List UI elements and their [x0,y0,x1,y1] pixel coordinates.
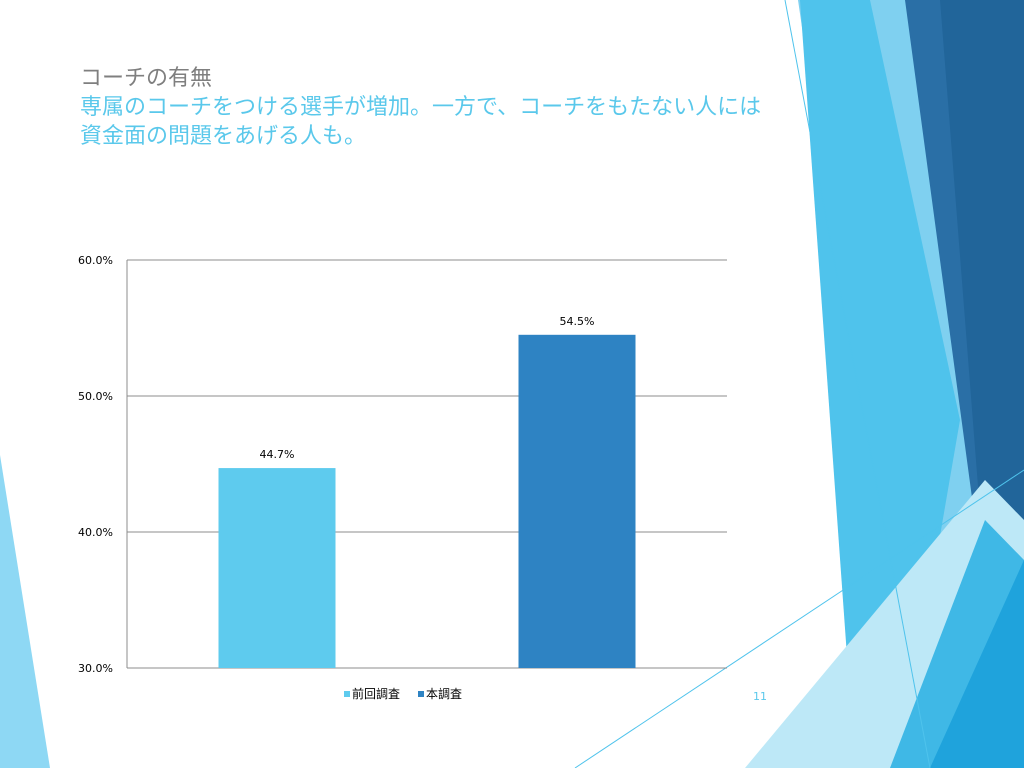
thin-line-decoration [574,469,1024,768]
left-triangle-decoration [0,455,50,768]
data-label: 44.7% [260,448,295,461]
y-tick-label: 40.0% [78,526,113,539]
legend-swatch [418,691,424,697]
thin-line-decoration [784,0,931,768]
bar-1 [218,468,336,668]
legend-swatch [344,691,350,697]
slide-title: コーチの有無 専属のコーチをつける選手が増加。一方で、コーチをもたない人には資金… [80,64,780,151]
y-tick-label: 30.0% [78,662,113,675]
bottom-bright-triangle [930,560,1024,768]
page-number: 11 [753,690,767,703]
y-tick-label: 50.0% [78,390,113,403]
data-label: 54.5% [560,315,595,328]
y-tick-label: 60.0% [78,254,113,267]
title-line: コーチの有無 [80,66,213,91]
subtitle-line: 専属のコーチをつける選手が増加。一方で、コーチをもたない人には資金面の問題をあげ… [80,95,762,149]
legend-label: 前回調査 [352,686,400,701]
bar-2 [518,334,636,668]
legend-label: 本調査 [426,687,462,701]
